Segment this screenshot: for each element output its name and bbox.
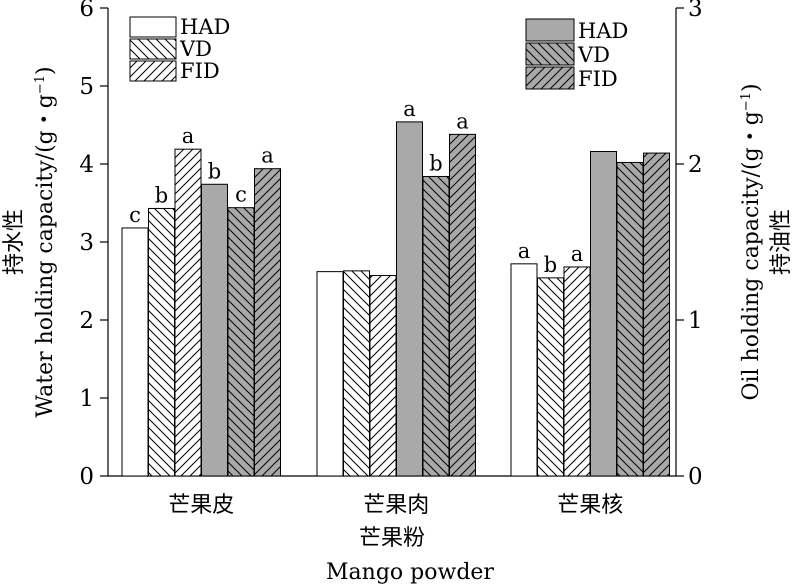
bar-water-vd-0 — [148, 207, 175, 477]
legend-left-swatch-fid — [129, 60, 177, 82]
sig-label-oil-vd-1: b — [429, 151, 442, 175]
sig-label-water-vd-0: b — [155, 183, 168, 207]
bar-oil-had-1 — [396, 121, 423, 477]
legend-right-swatch-vd — [525, 42, 575, 66]
y-right-tick-label-1: 1 — [688, 308, 703, 334]
bar-water-had-1 — [316, 271, 344, 477]
legend-left-swatch-had — [129, 16, 177, 38]
y-left-label-sup: −1 — [33, 75, 48, 94]
bar-oil-had-2 — [590, 151, 617, 477]
legend-right: HAD VD FID — [525, 18, 628, 91]
y-left-label-cn: 持水性 — [2, 209, 27, 275]
legend-left-swatch-vd — [129, 38, 177, 60]
sig-label-oil-had-0: b — [208, 159, 221, 183]
y-left-label-close: ) — [33, 66, 58, 75]
y-right-label-main: Oil holding capacity/(g・g — [739, 111, 764, 400]
sig-label-water-fid-2: a — [571, 242, 584, 266]
y-left-tick-label-2: 2 — [79, 308, 94, 334]
y-left-tick-label-0: 0 — [79, 464, 94, 490]
sig-label-oil-fid-0: a — [261, 144, 274, 168]
y-left-tick-label-5: 5 — [79, 74, 94, 100]
y-left-tick-label-4: 4 — [79, 152, 94, 178]
y-left-label-main: Water holding capacity/(g・g — [33, 94, 58, 417]
y-right-tick-label-0: 0 — [688, 464, 703, 490]
legend-left-label-vd: VD — [179, 37, 212, 61]
y-left-label-en: Water holding capacity/(g・g−1) — [33, 66, 58, 417]
legend-left-label-fid: FID — [180, 59, 220, 83]
sig-label-oil-had-1: a — [403, 97, 416, 121]
category-labels: 芒果皮 芒果肉 芒果核 — [168, 493, 623, 518]
bar-oil-fid-1 — [449, 133, 476, 477]
bar-water-fid-1 — [369, 275, 397, 477]
y-left-tick-label-1: 1 — [79, 386, 94, 412]
bar-water-vd-1 — [343, 270, 370, 477]
bar-oil-vd-1 — [422, 175, 450, 477]
bars — [121, 121, 670, 477]
bar-oil-vd-2 — [616, 161, 644, 477]
category-label-2: 芒果核 — [557, 493, 623, 518]
x-label-cn: 芒果粉 — [359, 526, 425, 551]
x-label-en: Mango powder — [326, 560, 494, 585]
y-left-tick-label-3: 3 — [79, 230, 94, 256]
sig-label-water-had-0: c — [129, 203, 141, 227]
legend-left: HAD VD FID — [129, 15, 230, 83]
sig-label-water-vd-2: b — [544, 253, 557, 277]
bar-oil-fid-2 — [643, 152, 670, 477]
legend-right-swatch-had — [525, 18, 575, 42]
y-right-label-close: ) — [739, 83, 764, 92]
sig-label-oil-vd-0: c — [235, 183, 247, 207]
y-right-label-sup: −1 — [739, 92, 754, 111]
sig-label-oil-fid-1: a — [456, 109, 469, 133]
bar-oil-vd-0 — [227, 207, 255, 477]
y-left-tick-label-6: 6 — [79, 0, 94, 22]
bar-water-fid-2 — [563, 266, 591, 477]
category-label-1: 芒果肉 — [363, 493, 429, 518]
legend-left-label-had: HAD — [180, 15, 230, 39]
legend-right-label-vd: VD — [577, 43, 610, 67]
bar-oil-had-0 — [201, 183, 228, 477]
bar-water-had-2 — [510, 263, 538, 477]
legend-right-label-had: HAD — [578, 19, 628, 43]
legend-right-swatch-fid — [525, 66, 575, 90]
legend-right-label-fid: FID — [578, 67, 618, 91]
bar-oil-fid-0 — [254, 168, 281, 477]
bar-water-had-0 — [121, 227, 149, 477]
y-right-label-en: Oil holding capacity/(g・g−1) — [739, 83, 764, 400]
sig-label-water-had-2: a — [518, 239, 531, 263]
y-right-tick-label-2: 2 — [688, 152, 703, 178]
bar-water-fid-0 — [174, 148, 202, 477]
category-label-0: 芒果皮 — [168, 493, 234, 518]
sig-label-water-fid-0: a — [182, 124, 195, 148]
y-right-label-cn: 持油性 — [769, 209, 794, 275]
y-right-tick-label-3: 3 — [688, 0, 703, 22]
axis-ticks: 0 1 2 3 4 5 6 0 1 2 3 — [79, 0, 702, 490]
bar-water-vd-2 — [537, 277, 564, 477]
